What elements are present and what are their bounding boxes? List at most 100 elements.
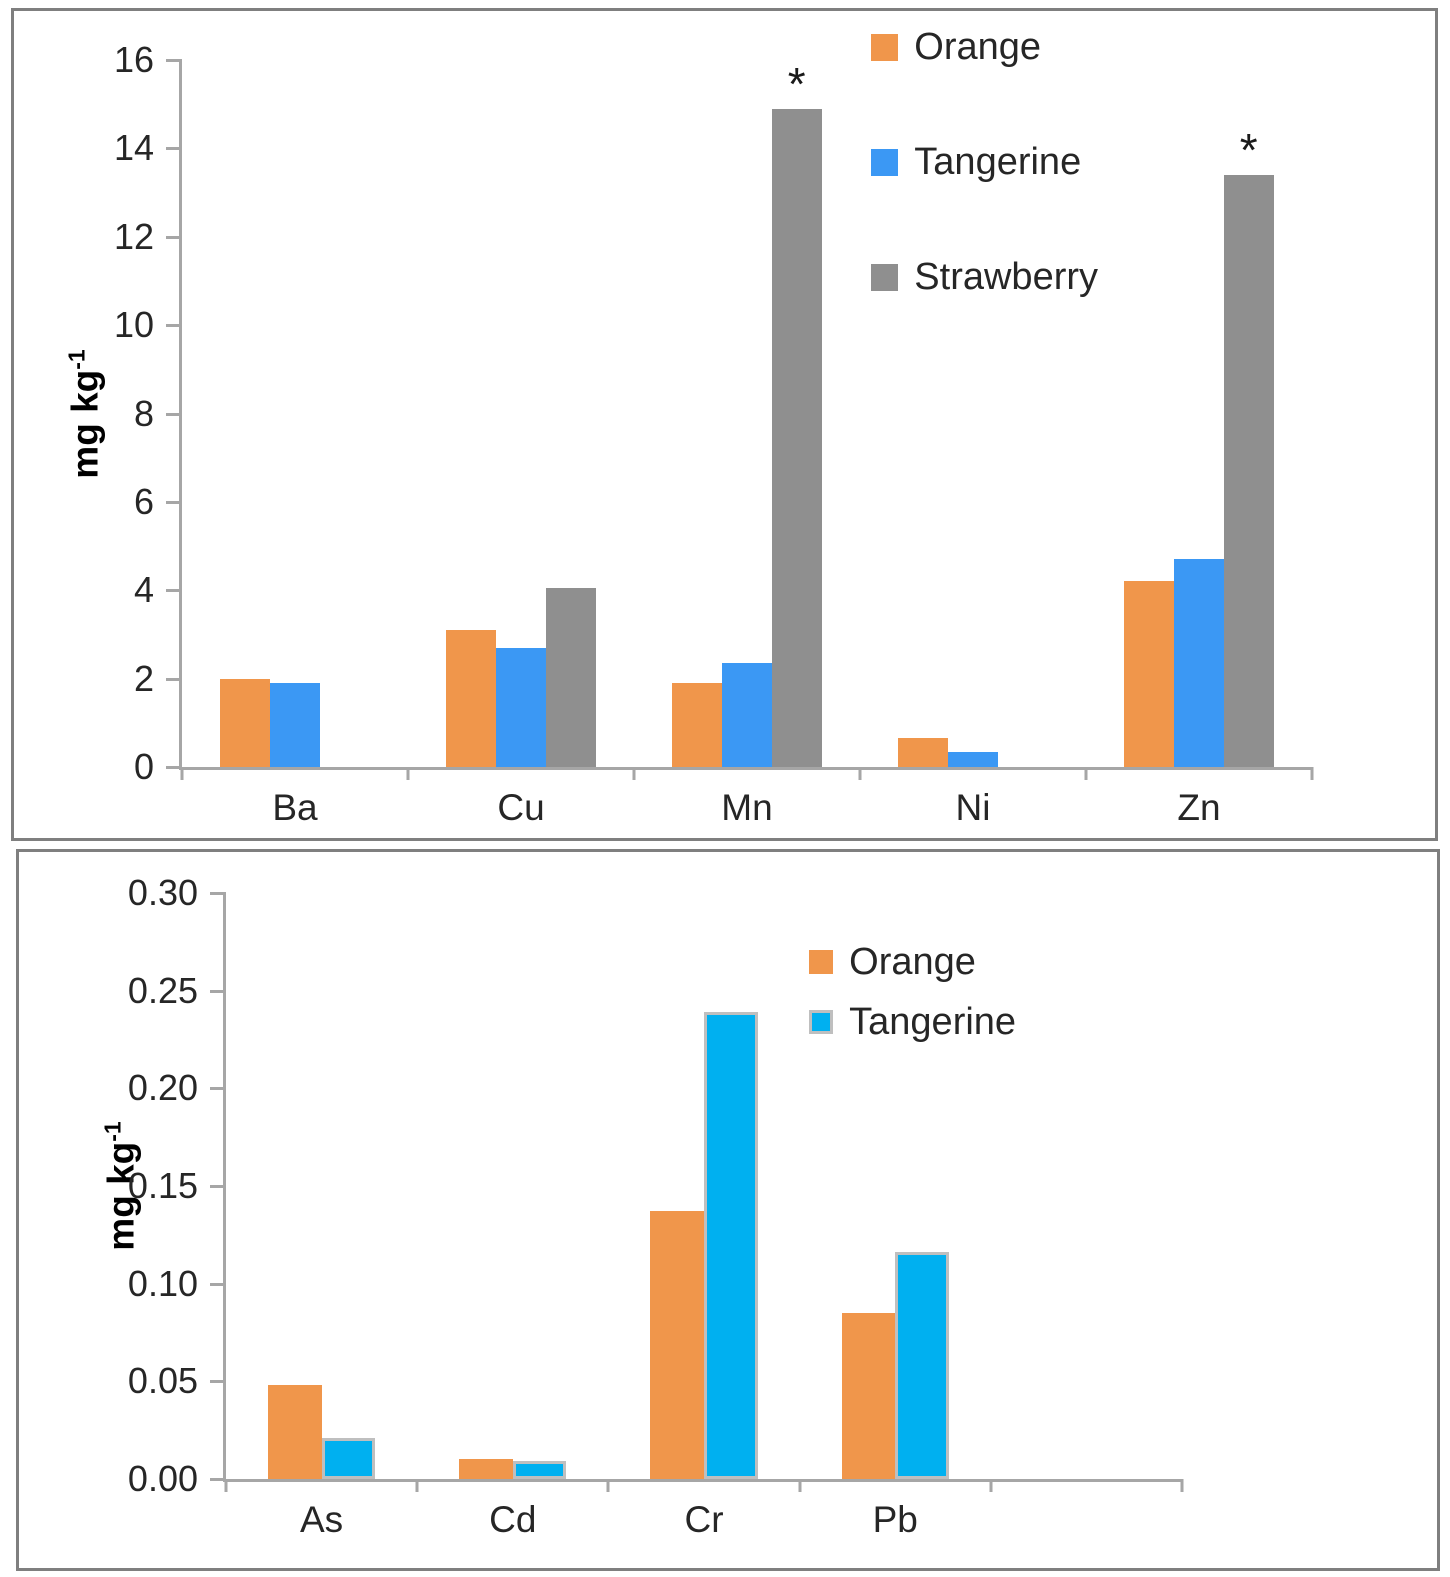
y-tick-label: 0.20	[127, 1067, 198, 1109]
category-label-Pb: Pb	[872, 1499, 918, 1540]
top-legend: Orange Tangerine Strawberry	[871, 25, 1098, 299]
x-tick-mark	[224, 1479, 228, 1492]
bar-tangerine-Ni	[948, 752, 998, 767]
bottom-category-labels: As Cd Cr Pb	[226, 1499, 1182, 1541]
category-label-Mn: Mn	[721, 787, 773, 828]
bar-tangerine-Mn	[722, 663, 772, 767]
y-axis-title-exponent: -1	[63, 348, 90, 370]
category-group-Zn: *	[1086, 60, 1312, 767]
y-tick-mark	[210, 1087, 226, 1091]
y-tick-mark	[166, 147, 182, 151]
bar-tangerine-Ba	[270, 683, 320, 767]
y-tick-mark	[210, 1185, 226, 1188]
legend-swatch-tangerine	[809, 1010, 834, 1034]
category-label-Ni: Ni	[955, 787, 991, 828]
x-tick-mark	[180, 767, 184, 780]
bar-orange-Cr	[650, 1211, 704, 1479]
y-tick-label: 0.00	[127, 1458, 198, 1499]
x-tick-mark	[406, 767, 410, 780]
legend-label: Orange	[914, 25, 1042, 68]
x-tick-mark	[1180, 1479, 1184, 1492]
bar-tangerine-Cu	[496, 647, 546, 767]
category-label-Cd: Cd	[489, 1499, 537, 1540]
x-tick-mark	[415, 1479, 419, 1492]
y-tick-mark	[166, 412, 182, 416]
y-tick-mark	[210, 989, 226, 993]
y-tick-label: 6	[133, 480, 154, 522]
bar-strawberry-Cu	[545, 588, 596, 767]
bar-orange-Pb	[841, 1312, 896, 1479]
y-tick-label: 0.15	[127, 1165, 198, 1206]
bar-orange-Cd	[459, 1459, 513, 1479]
bar-orange-Ba	[220, 678, 271, 767]
legend-label: Tangerine	[849, 1000, 1017, 1043]
category-group-As	[226, 893, 417, 1479]
category-label-Cu: Cu	[497, 787, 545, 828]
legend-swatch-orange	[809, 950, 834, 974]
bar-strawberry-Mn: *	[771, 61, 822, 767]
y-tick-label: 10	[113, 304, 154, 346]
bar-orange-As	[268, 1385, 322, 1479]
y-tick-mark	[166, 324, 182, 328]
bottom-plot-area: mg kg-1 As Cd Cr Pb Orange Tangerine 0.30 0.2…	[99, 875, 1184, 1540]
category-group-Ni	[860, 60, 1086, 767]
y-tick-label: 8	[133, 392, 154, 434]
category-label-Zn: Zn	[1177, 787, 1221, 828]
bottom-bars-container	[226, 893, 1182, 1479]
top-bars-container: * *	[182, 60, 1312, 767]
y-tick-label: 0.25	[127, 969, 198, 1011]
x-tick-mark	[858, 767, 862, 780]
category-label-Cr: Cr	[684, 1499, 724, 1540]
y-tick-mark	[210, 1478, 226, 1481]
y-tick-mark	[210, 1380, 226, 1384]
y-tick-mark	[166, 500, 182, 504]
y-tick-label: 4	[133, 569, 154, 611]
x-tick-mark	[606, 1479, 610, 1492]
y-tick-mark	[166, 677, 182, 681]
bar-tangerine-Zn	[1174, 559, 1224, 767]
y-tick-mark	[166, 589, 182, 593]
category-label-empty	[991, 1499, 1182, 1541]
legend-label: Orange	[849, 940, 976, 983]
bar-tangerine-Pb	[895, 1252, 949, 1479]
legend-swatch-orange	[871, 33, 899, 61]
legend-item-orange: Orange	[809, 940, 1016, 984]
bar-strawberry-Zn: *	[1223, 127, 1274, 767]
legend-label: Tangerine	[914, 140, 1082, 183]
legend-swatch-tangerine	[871, 148, 899, 176]
x-tick-mark	[1310, 767, 1314, 780]
y-tick-label: 0	[133, 746, 154, 787]
y-tick-mark	[166, 766, 182, 769]
y-axis-title-text: mg kg	[64, 369, 106, 479]
category-label-Ba: Ba	[272, 787, 318, 828]
significance-asterisk: *	[1239, 123, 1258, 176]
category-group-Mn: *	[634, 60, 860, 767]
top-category-labels: Ba Cu Mn Ni Zn	[182, 787, 1312, 829]
top-y-axis-title: mg kg-1	[63, 349, 106, 478]
x-tick-mark	[632, 767, 636, 780]
legend-item-tangerine: Tangerine	[809, 1000, 1016, 1044]
bar-tangerine-As	[321, 1437, 376, 1479]
legend-item-strawberry: Strawberry	[871, 255, 1098, 299]
category-group-empty	[991, 893, 1182, 1479]
y-tick-mark	[166, 235, 182, 239]
x-tick-mark	[1084, 767, 1088, 780]
y-tick-label: 14	[113, 127, 154, 169]
bar-orange-Ni	[898, 738, 949, 767]
bottom-chart-panel: mg kg-1 As Cd Cr Pb Orange Tangerine 0.30 0.2…	[16, 849, 1440, 1571]
legend-swatch-strawberry	[871, 263, 899, 291]
category-label-As: As	[300, 1499, 344, 1540]
category-group-Cr	[608, 893, 799, 1479]
category-group-Cu	[408, 60, 634, 767]
x-tick-mark	[989, 1479, 993, 1492]
bar-orange-Zn	[1124, 581, 1175, 767]
legend-label: Strawberry	[914, 255, 1099, 298]
category-group-Ba	[182, 60, 408, 767]
y-tick-label: 16	[113, 39, 154, 80]
y-tick-label: 12	[113, 215, 154, 257]
y-tick-label: 0.05	[127, 1360, 198, 1402]
top-plot-area: mg kg-1 * * Ba Cu Mn Ni Zn Orange Tangerine Str…	[63, 26, 1314, 828]
y-tick-mark	[166, 59, 182, 62]
y-tick-label: 0.10	[127, 1262, 198, 1304]
